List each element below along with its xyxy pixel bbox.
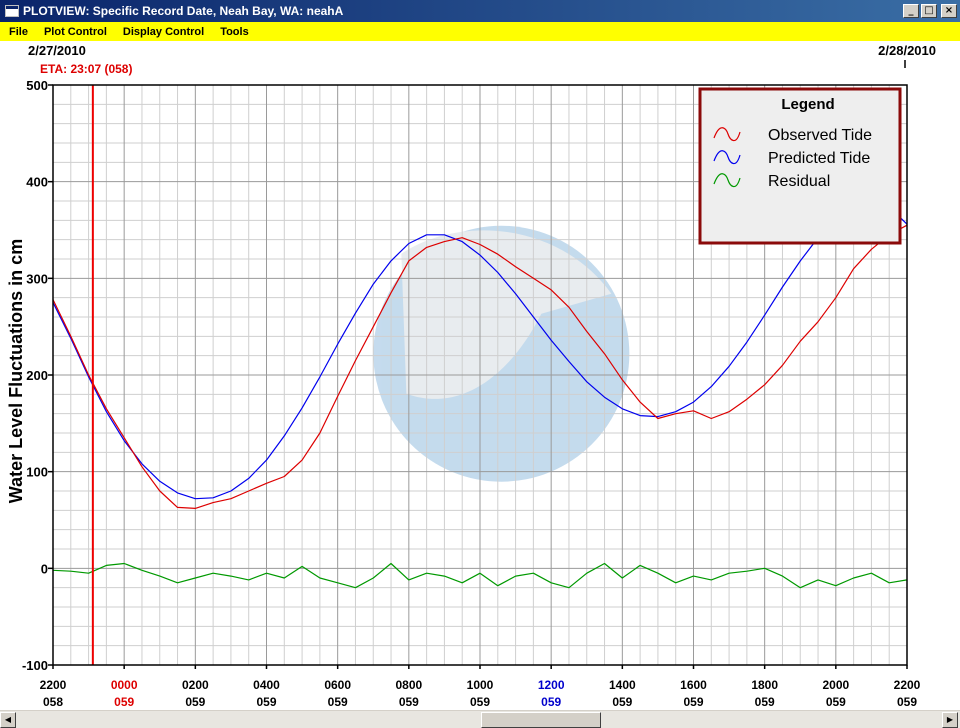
x-tick-day-label: 059	[541, 695, 561, 709]
x-tick-day-label: 059	[328, 695, 348, 709]
menu-plot-control[interactable]: Plot Control	[43, 25, 107, 38]
eta-label: ETA: 23:07 (058)	[40, 62, 132, 76]
noaa-logo-watermark	[373, 225, 630, 482]
menu-tools[interactable]: Tools	[220, 25, 249, 38]
x-tick-time-label: 1400	[609, 678, 636, 692]
x-tick-day-label: 059	[256, 695, 276, 709]
app-icon	[5, 5, 19, 17]
legend-swatch	[713, 150, 741, 165]
x-tick-day-label: 059	[897, 695, 917, 709]
series-line-residual	[52, 562, 908, 589]
series-line-observed-tide	[52, 224, 908, 509]
x-tick-time-label: 0200	[182, 678, 209, 692]
y-tick-label: 200	[26, 368, 48, 383]
x-tick-time-label: 2200	[40, 678, 67, 692]
minimize-button[interactable]: _	[903, 4, 919, 18]
legend-label: Predicted Tide	[768, 150, 870, 167]
legend-swatch	[713, 127, 741, 142]
x-tick-day-label: 059	[683, 695, 703, 709]
x-tick-day-label: 058	[43, 695, 63, 709]
menu-display-control[interactable]: Display Control	[122, 25, 205, 38]
x-tick-time-label: 0000	[111, 678, 138, 692]
legend-title: Legend	[781, 96, 834, 113]
x-tick-day-label: 059	[470, 695, 490, 709]
y-tick-label: 100	[26, 465, 48, 480]
maximize-button[interactable]: □	[921, 4, 937, 18]
x-tick-time-label: 1000	[467, 678, 494, 692]
y-tick-label: 300	[26, 271, 48, 286]
x-tick-time-label: 1200	[538, 678, 565, 692]
horizontal-scrollbar[interactable]: ◀ ▶	[0, 710, 960, 728]
x-tick-time-label: 2000	[822, 678, 849, 692]
window-title: PLOTVIEW: Specific Record Date, Neah Bay…	[23, 4, 344, 18]
series-line-predicted-tide	[52, 200, 908, 500]
y-tick-label: 0	[41, 561, 48, 576]
x-tick-time-label: 1600	[680, 678, 707, 692]
scrollbar-thumb[interactable]	[481, 712, 601, 728]
y-tick-label: -100	[22, 658, 48, 673]
x-tick-day-label: 059	[185, 695, 205, 709]
x-tick-day-label: 059	[612, 695, 632, 709]
legend-label: Residual	[768, 173, 830, 190]
y-tick-label: 500	[26, 78, 48, 93]
y-tick-label: 400	[26, 175, 48, 190]
legend-swatch	[713, 173, 741, 188]
scroll-right-button[interactable]: ▶	[942, 712, 958, 728]
x-tick-day-label: 059	[826, 695, 846, 709]
x-tick-day-label: 059	[399, 695, 419, 709]
scroll-left-button[interactable]: ◀	[0, 712, 16, 728]
y-axis-title: Water Level Fluctuations in cm	[6, 239, 26, 503]
x-tick-time-label: 2200	[894, 678, 921, 692]
menu-file[interactable]: File	[9, 25, 28, 38]
legend: Legend Observed Tide Predicted Tide Residu…	[698, 87, 902, 245]
close-button[interactable]: ×	[941, 4, 957, 18]
date-right-label: 2/28/2010	[878, 43, 936, 58]
x-tick-day-label: 059	[755, 695, 775, 709]
tide-chart: 2/27/2010 2/28/2010 ETA: 23:07 (058) Wat…	[6, 43, 936, 709]
menu-bar: File Plot Control Display Control Tools	[0, 22, 960, 41]
date-left-label: 2/27/2010	[28, 43, 86, 58]
x-tick-time-label: 1800	[751, 678, 778, 692]
x-tick-day-label: 059	[114, 695, 134, 709]
window-titlebar[interactable]: PLOTVIEW: Specific Record Date, Neah Bay…	[0, 0, 960, 22]
x-tick-time-label: 0400	[253, 678, 280, 692]
legend-label: Observed Tide	[768, 127, 872, 144]
x-tick-time-label: 0800	[395, 678, 422, 692]
legend-frame	[698, 87, 902, 245]
x-tick-time-label: 0600	[324, 678, 351, 692]
